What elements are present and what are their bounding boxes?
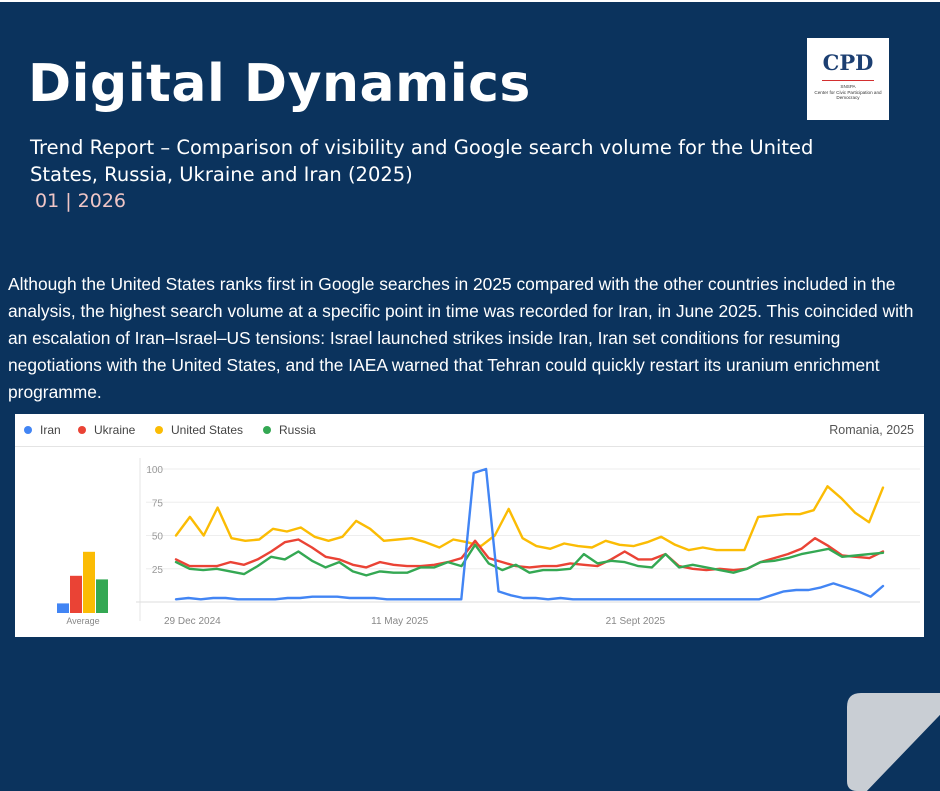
average-bar-russia: [96, 579, 108, 613]
average-bar-iran: [57, 603, 69, 613]
logo-divider: [822, 80, 874, 81]
legend-item-russia[interactable]: Russia: [263, 423, 316, 437]
legend-label-united-states: United States: [171, 423, 244, 437]
report-subtitle: Trend Report – Comparison of visibility …: [30, 136, 814, 186]
chart-legend: Iran Ukraine United States Russia Romani…: [15, 414, 924, 447]
y-tick-label-75: 75: [152, 498, 164, 509]
logo-org-short: SNSPA: [840, 84, 856, 89]
cpd-logo: CPD SNSPA Center for Civic Participation…: [807, 38, 889, 120]
legend-item-ukraine[interactable]: Ukraine: [78, 423, 135, 437]
y-tick-label-25: 25: [152, 565, 164, 576]
legend-label-ukraine: Ukraine: [94, 423, 136, 437]
logo-org-name: Center for Civic Participation and Democ…: [814, 89, 882, 101]
legend-item-united-states[interactable]: United States: [155, 423, 243, 437]
report-date: 01 | 2026: [35, 190, 127, 212]
legend-item-iran[interactable]: Iran: [24, 423, 61, 437]
x-tick-label-1: 11 May 2025: [371, 616, 429, 627]
series-line-iran: [174, 467, 885, 601]
trend-chart-card: Iran Ukraine United States Russia Romani…: [15, 414, 924, 637]
top-border: [0, 0, 940, 2]
logo-caption: SNSPA Center for Civic Participation and…: [811, 84, 885, 101]
page-curl-decoration: [847, 693, 940, 791]
legend-dot-ukraine: [78, 426, 86, 434]
page-title: Digital Dynamics: [28, 54, 531, 114]
body-paragraph: Although the United States ranks first i…: [8, 274, 914, 402]
series-line-russia: [174, 543, 885, 577]
region-label: Romania, 2025: [829, 423, 914, 437]
legend-dot-iran: [24, 426, 32, 434]
legend-dot-russia: [263, 426, 271, 434]
y-tick-label-100: 100: [146, 465, 163, 476]
series-line-united-states: [174, 485, 885, 552]
legend-label-iran: Iran: [40, 423, 61, 437]
y-tick-label-50: 50: [152, 532, 164, 543]
x-tick-label-2: 21 Sept 2025: [606, 616, 666, 627]
average-bar-ukraine: [70, 575, 82, 613]
trend-chart: 25 50 75 100 29 Dec 2024 11 May 2025 21 Sept 2…: [57, 458, 920, 627]
logo-acronym: CPD: [822, 50, 874, 75]
average-label: Average: [66, 616, 99, 626]
x-tick-label-0: 29 Dec 2024: [164, 616, 221, 627]
average-bar-united-states: [83, 551, 95, 613]
legend-dot-united-states: [155, 426, 163, 434]
legend-label-russia: Russia: [279, 423, 316, 437]
